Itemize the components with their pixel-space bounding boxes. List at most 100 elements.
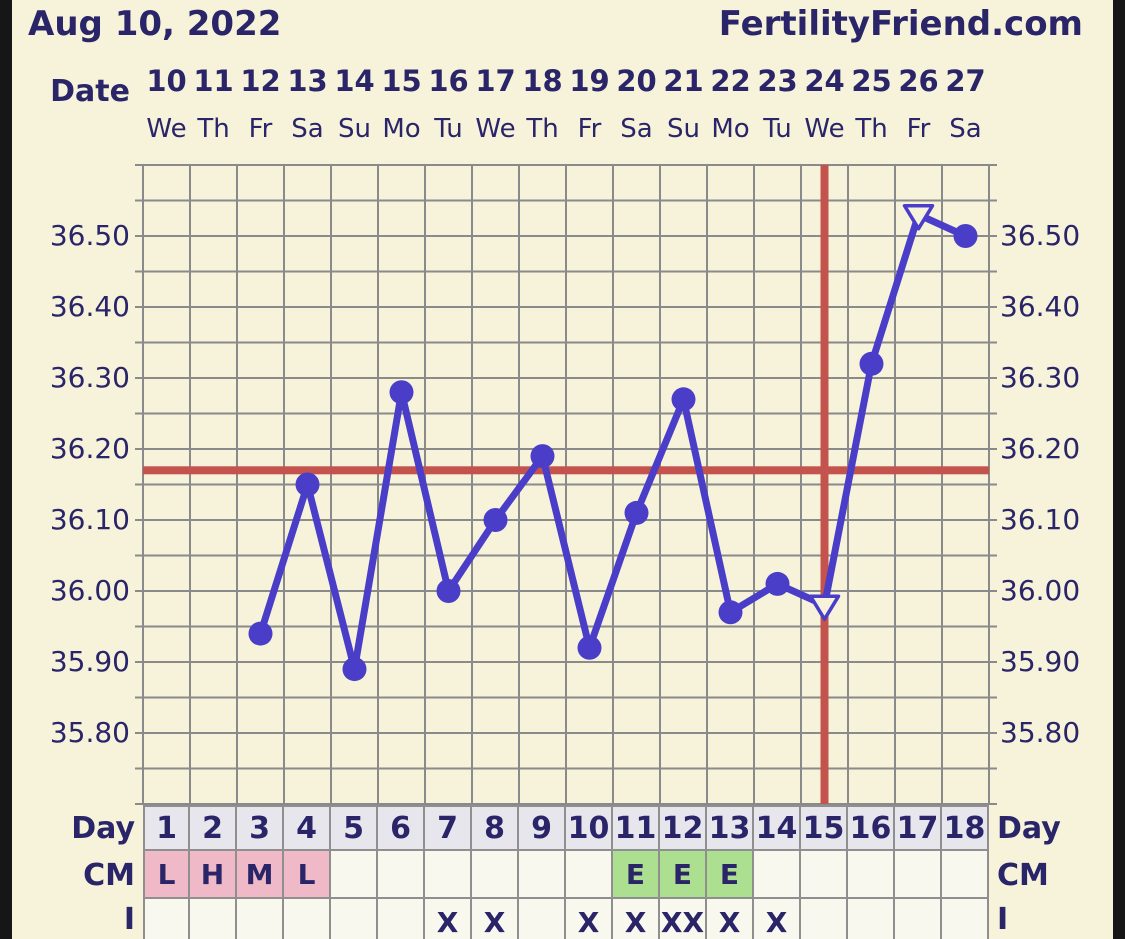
- weekday-label: Sa: [949, 114, 982, 144]
- date-number: 26: [898, 64, 939, 98]
- cycle-day-cell: 10: [566, 805, 613, 851]
- ovulation-line: [820, 165, 829, 804]
- cervical-mucus-cell: [801, 851, 848, 899]
- temp-tick-label-right: 36.40: [1000, 290, 1081, 323]
- date-number: 14: [334, 64, 375, 98]
- cycle-day-cell: 3: [237, 805, 284, 851]
- cervical-mucus-cell: [942, 851, 989, 899]
- intercourse-cell: [331, 899, 378, 939]
- cervical-mucus-cell: [425, 851, 472, 899]
- intercourse-cell: [848, 899, 895, 939]
- cervical-mucus-cell: E: [613, 851, 660, 899]
- date-number: 19: [569, 64, 610, 98]
- temp-point-day-12: [671, 387, 696, 412]
- temp-point-day-18: [953, 224, 978, 248]
- temp-tick-label-right: 35.80: [1000, 716, 1081, 749]
- temp-tick-label-left: 36.20: [49, 432, 130, 465]
- temp-tick-label-left: 36.00: [49, 574, 130, 607]
- cervical-mucus-cell: [566, 851, 613, 899]
- weekday-label: Th: [526, 114, 559, 144]
- cycle-day-cell: 12: [660, 805, 707, 851]
- cycle-day-cell: 16: [848, 805, 895, 851]
- temp-point-day-16: [859, 351, 884, 376]
- day-label-right: Day: [997, 810, 1061, 846]
- temp-tick-label-left: 35.90: [49, 645, 130, 678]
- temp-point-day-4: [295, 472, 320, 497]
- i-label-right: I: [997, 901, 1009, 937]
- weekday-label: We: [804, 114, 845, 144]
- weekday-label: Th: [197, 114, 230, 144]
- weekday-label: Mo: [382, 114, 421, 144]
- cycle-day-row: 1 2 3 4 5 6 7 8 9 10 11 12 13 14 15 16 17 18: [143, 805, 989, 851]
- cycle-day-cell: 9: [519, 805, 566, 851]
- date-number: 16: [428, 64, 469, 98]
- intercourse-cell: [519, 899, 566, 939]
- date-number: 21: [663, 64, 704, 98]
- i-label-left: I: [123, 901, 135, 937]
- intercourse-cell: X: [566, 899, 613, 939]
- intercourse-cell: X: [425, 899, 472, 939]
- date-number: 22: [710, 64, 751, 98]
- weekday-label: Mo: [711, 114, 750, 144]
- cm-label-right: CM: [997, 857, 1049, 893]
- cervical-mucus-cell: L: [143, 851, 190, 899]
- temp-point-day-8: [483, 508, 508, 532]
- temp-point-day-13: [718, 600, 743, 625]
- coverline: [143, 466, 989, 475]
- cycle-day-cell: 4: [284, 805, 331, 851]
- cervical-mucus-cell: [331, 851, 378, 899]
- date-number: 23: [757, 64, 798, 98]
- temp-tick-label-right: 36.10: [1000, 503, 1081, 536]
- temp-line: [257, 211, 969, 673]
- temp-tick-label-left: 36.10: [49, 503, 130, 536]
- weekday-label: We: [146, 114, 187, 144]
- weekday-label: Sa: [291, 114, 324, 144]
- temp-point-day-10: [577, 635, 602, 660]
- cycle-day-cell: 6: [378, 805, 425, 851]
- weekday-label: Th: [855, 114, 888, 144]
- intercourse-cell: X: [613, 899, 660, 939]
- temp-point-day-5: [342, 657, 367, 682]
- weekday-label: Fr: [248, 114, 273, 144]
- intercourse-cell: [190, 899, 237, 939]
- left-edge-strip: [0, 0, 12, 939]
- weekday-label: Fr: [577, 114, 602, 144]
- date-number: 17: [475, 64, 516, 98]
- intercourse-cell: [237, 899, 284, 939]
- weekday-row: We Th Fr Sa Su Mo Tu We Th Fr Sa Su Mo Tu We Th Fr Sa: [143, 114, 989, 144]
- cycle-day-cell: 15: [801, 805, 848, 851]
- cycle-day-cell: 18: [942, 805, 989, 851]
- cervical-mucus-cell: [378, 851, 425, 899]
- date-number: 15: [381, 64, 422, 98]
- cycle-day-cell: 14: [754, 805, 801, 851]
- temp-point-day-7: [436, 579, 461, 603]
- cycle-day-cell: 11: [613, 805, 660, 851]
- date-number: 13: [287, 64, 328, 98]
- cervical-mucus-cell: [895, 851, 942, 899]
- date-axis-label: Date: [50, 74, 130, 109]
- date-number: 12: [240, 64, 281, 98]
- temp-tick-label-right: 36.50: [1000, 219, 1081, 252]
- temp-tick-label-left: 36.50: [49, 219, 130, 252]
- intercourse-cell: [143, 899, 190, 939]
- temp-point-day-3: [248, 621, 273, 646]
- intercourse-cell: [942, 899, 989, 939]
- cervical-mucus-cell: H: [190, 851, 237, 899]
- cycle-day-cell: 8: [472, 805, 519, 851]
- temp-point-day-6: [389, 380, 414, 405]
- cervical-mucus-cell: [848, 851, 895, 899]
- intercourse-cell: [895, 899, 942, 939]
- cycle-day-cell: 7: [425, 805, 472, 851]
- date-numbers-row: 10 11 12 13 14 15 16 17 18 19 20 21 22 23 24 25 26 27: [143, 64, 989, 98]
- temp-open-triangle-day-17: [902, 203, 935, 231]
- date-number: 24: [804, 64, 845, 98]
- temp-tick-label-right: 36.00: [1000, 574, 1081, 607]
- date-number: 11: [193, 64, 234, 98]
- date-number: 27: [945, 64, 986, 98]
- temp-tick-label-right: 35.90: [1000, 645, 1081, 678]
- intercourse-cell: X: [472, 899, 519, 939]
- cycle-day-cell: 13: [707, 805, 754, 851]
